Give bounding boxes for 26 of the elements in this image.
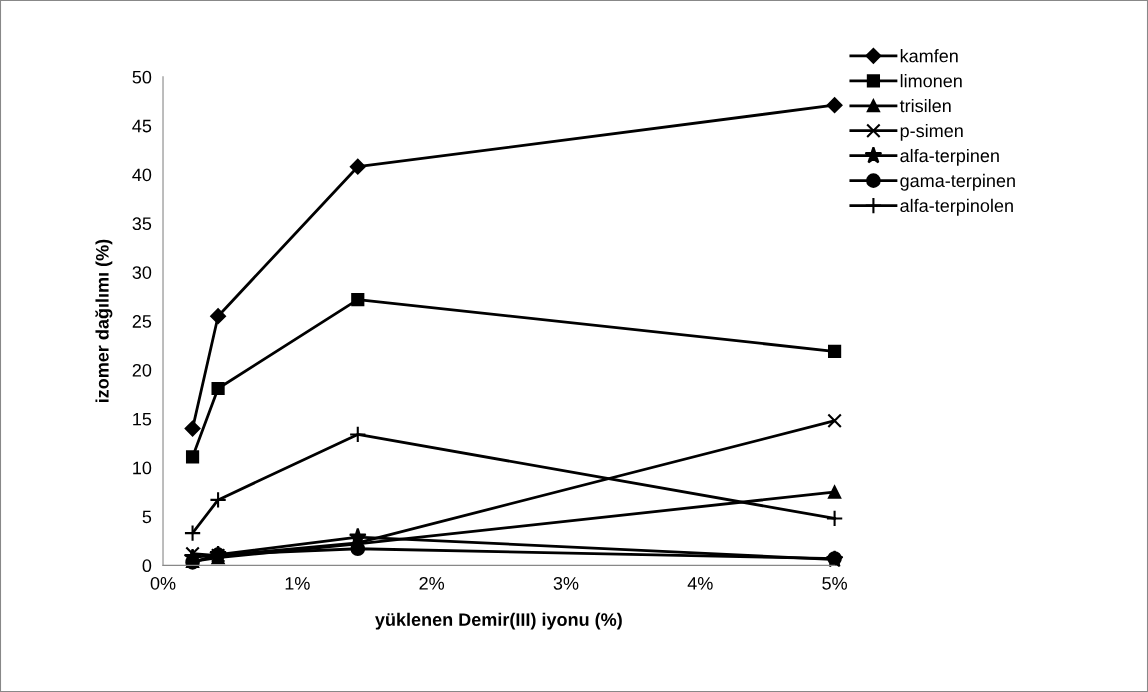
x-tick-label: 4% — [687, 577, 713, 590]
legend-label: trisilen — [899, 99, 951, 113]
legend-label: kamfen — [900, 49, 958, 63]
y-tick-label: 30 — [132, 266, 152, 279]
x-tick-label: 2% — [419, 576, 445, 590]
y-tick-label: 10 — [133, 461, 152, 475]
x-tick-label: 5% — [822, 577, 847, 590]
y-tick-label: 35 — [132, 217, 152, 231]
y-tick-label: 40 — [132, 168, 152, 182]
x-axis-title: yüklenen Demir(III) iyonu (%) — [375, 612, 622, 630]
x-tick-label: 1% — [285, 577, 310, 590]
y-axis-title: izomer dağılımı (%) — [95, 239, 113, 403]
y-tick-label: 0 — [142, 559, 152, 573]
y-tick-label: 45 — [132, 119, 152, 133]
legend-label: limonen — [900, 74, 962, 88]
y-tick-label: 5 — [142, 510, 152, 524]
y-tick-label: 15 — [133, 412, 152, 426]
legend-label: alfa-terpinolen — [900, 198, 1013, 216]
legend-label: p-simen — [900, 123, 963, 141]
legend-label: gama-terpinen — [900, 173, 1015, 191]
legend-label: alfa-terpinen — [900, 148, 999, 166]
y-tick-label: 50 — [132, 70, 152, 84]
x-tick-label: 3% — [553, 576, 579, 590]
y-tick-label: 25 — [132, 315, 152, 328]
x-tick-label: 0% — [150, 576, 176, 590]
y-tick-label: 20 — [132, 363, 152, 377]
